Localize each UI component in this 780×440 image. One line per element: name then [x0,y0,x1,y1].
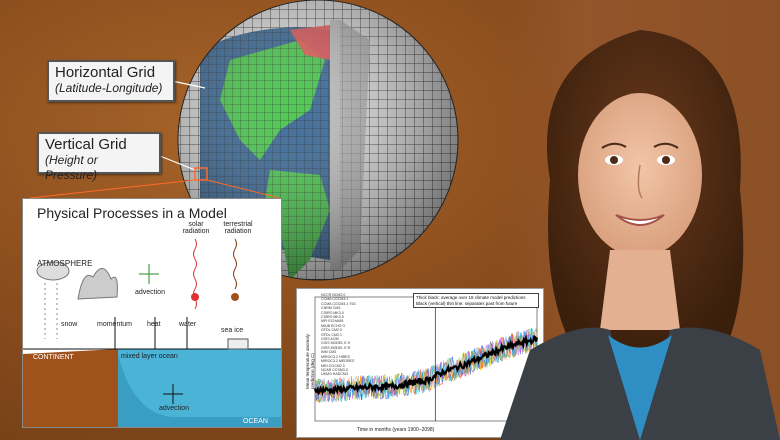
chart-legend: NCCR BCM2.0 CCMA CGCM3.1 CCMA CGCM3.1 T63 C… [321,293,355,377]
legend-entry: GISS MODEL E R [321,345,351,350]
physical-processes-panel: Physical Processes in a Model ATMOSPHERE… [22,198,282,428]
advection-bottom-label: advection [159,405,189,412]
legend-entry: CSIRO MK3.5 [321,315,344,320]
horizontal-grid-title: Horizontal Grid [55,64,156,81]
chart-note-line2: Black (vertical) thin line: separates pa… [416,300,518,306]
sea-ice-label: sea ice [221,327,244,334]
mixed-layer-label: mixed layer ocean [121,353,178,360]
atmosphere-label: ATMOSPHERE [37,259,93,268]
legend-entry: MPI ECHAM5 [321,319,344,324]
model-series-line [314,328,538,402]
ocean-label: OCEAN [243,418,268,425]
legend-entry: GFDL CM2.0 [321,328,343,333]
legend-entry: GISS MODEL E H [321,341,351,346]
portrait-photo [500,30,780,440]
chart-note-line1: Thick black: average over 18 climate mod… [416,295,526,300]
legend-entry: GFDL CM2.1 [321,332,343,337]
snow-label: snow [61,321,78,328]
physical-processes-diagram [23,238,281,427]
physical-processes-title: Physical Processes in a Model [37,205,227,221]
continent-label: CONTINENT [33,354,74,361]
heat-label: heat [147,321,161,328]
legend-entry: UKMO HADCM3 [321,372,348,377]
legend-entry: GISS AOM [321,337,339,342]
chart-xlabel: Time in months (years 1900–2098) [357,427,435,433]
water-label: water [179,321,197,328]
horizontal-grid-subtitle: (Latitude-Longitude) [55,81,163,95]
temperature-chart: NCCR BCM2.0 CCMA CGCM3.1 CCMA CGCM3.1 T63 C… [296,288,544,438]
legend-entry: CCMA CGCM3.1 [321,297,349,302]
model-series-line [314,328,538,403]
vertical-grid-title: Vertical Grid [45,136,127,153]
legend-entry: MIROC3.2 HIRES [321,354,350,359]
advection-top-label: advection [135,289,165,296]
legend-entry: MIUB ECHO G [321,323,346,328]
legend-entry: CSIRO MK3.0 [321,310,344,315]
legend-entry: CCMA CGCM3.1 T63 [321,301,356,306]
average-series-line [313,334,539,397]
chart-ylabel: Mean temperature anomaly prediction (deg… [305,333,315,389]
temperature-chart-plot [313,296,539,422]
legend-entry: NCAR CCSM3.0 [321,367,348,372]
legend-entry: NCCR BCM2.0 [321,293,346,297]
legend-entry: INM CM3 [321,350,337,355]
chart-note: Thick black: average over 18 climate mod… [413,293,539,308]
vertical-grid-subtitle: (Height or Pressure) [45,153,98,182]
legend-entry: MIROC3.2 MEDRES [321,359,355,364]
solar-radiation-label: solar radiation [182,221,210,235]
momentum-label: momentum [97,321,133,328]
terrestrial-radiation-label: terrestrial radiation [223,221,253,235]
horizontal-grid-label: Horizontal Grid (Latitude-Longitude) [47,60,175,102]
legend-entry: MRI CGCM2.3 [321,363,345,368]
legend-entry: CNRM CM3 [321,306,341,311]
vertical-grid-label: Vertical Grid (Height or Pressure) [37,132,161,182]
